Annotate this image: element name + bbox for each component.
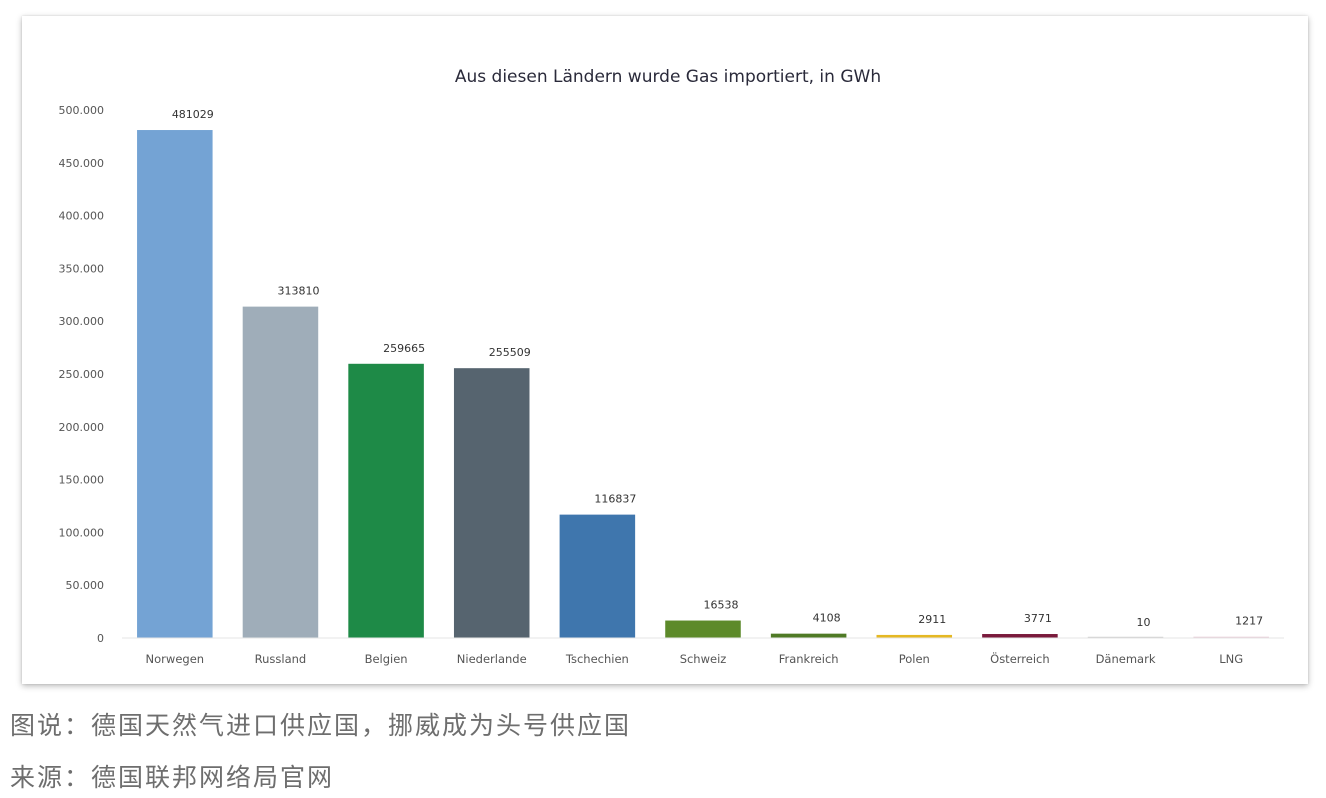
y-tick-label: 500.000 (59, 104, 105, 117)
value-label: 1217 (1235, 615, 1263, 628)
y-tick-label: 400.000 (59, 210, 105, 223)
x-tick-label: LNG (1219, 652, 1243, 666)
y-tick-label: 0 (97, 632, 104, 645)
x-tick-label: Dänemark (1096, 652, 1156, 666)
x-tick-label: Tschechien (565, 652, 629, 666)
bar-belgien (348, 363, 424, 638)
bar-niederlande (453, 368, 530, 638)
bar-russland (242, 306, 319, 638)
value-label: 259665 (383, 342, 425, 355)
value-label: 313810 (277, 285, 319, 298)
value-label: 2911 (918, 613, 946, 626)
x-tick-label: Österreich (990, 650, 1050, 666)
bar-series (137, 130, 1269, 638)
bar-lng (1193, 636, 1269, 638)
value-label: 255509 (489, 346, 531, 359)
x-tick-label: Niederlande (457, 652, 527, 666)
bar-chart: Aus diesen Ländern wurde Gas importiert,… (59, 67, 1284, 666)
x-tick-label: Belgien (365, 652, 408, 666)
bar-schweiz (665, 620, 741, 638)
y-tick-label: 50.000 (66, 579, 105, 592)
x-tick-label: Russland (255, 652, 307, 666)
bar-frankreich (770, 633, 847, 638)
y-tick-label: 250.000 (59, 368, 105, 381)
bar-norwegen (137, 130, 213, 638)
y-tick-label: 200.000 (59, 421, 105, 434)
y-tick-label: 150.000 (59, 474, 105, 487)
x-tick-label: Polen (899, 652, 930, 666)
y-tick-label: 300.000 (59, 315, 105, 328)
bar-tschechien (559, 514, 636, 638)
y-tick-label: 100.000 (59, 526, 105, 539)
chart-card: Aus diesen Ländern wurde Gas importiert,… (22, 16, 1308, 684)
value-label: 16538 (704, 599, 739, 612)
x-tick-label: Frankreich (779, 652, 839, 666)
value-label: 10 (1137, 616, 1151, 629)
x-axis: Norwegen Russland Belgien Niederlande Tschec… (122, 637, 1284, 666)
x-tick-label: Schweiz (680, 652, 727, 666)
y-axis: 0 50.000 100.000 150.000 200.000 250.000 300.0… (59, 104, 105, 645)
bar-dänemark (1087, 636, 1164, 638)
value-label: 3771 (1024, 612, 1052, 625)
value-label: 4108 (813, 612, 841, 625)
y-tick-label: 450.000 (59, 157, 105, 170)
figure-caption: 图说：德国天然气进口供应国，挪威成为头号供应国 (10, 711, 632, 740)
bar-österreich (982, 634, 1058, 638)
y-tick-label: 350.000 (59, 262, 105, 275)
source-caption: 来源：德国联邦网络局官网 (10, 763, 335, 792)
x-tick-label: Norwegen (146, 652, 205, 666)
chart-title: Aus diesen Ländern wurde Gas importiert,… (455, 67, 881, 87)
value-labels: 481029 313810 259665 255509 116837 16538 4108 2… (172, 108, 1263, 629)
bar-polen (876, 634, 953, 638)
value-label: 116837 (594, 493, 636, 506)
value-label: 481029 (172, 108, 214, 121)
